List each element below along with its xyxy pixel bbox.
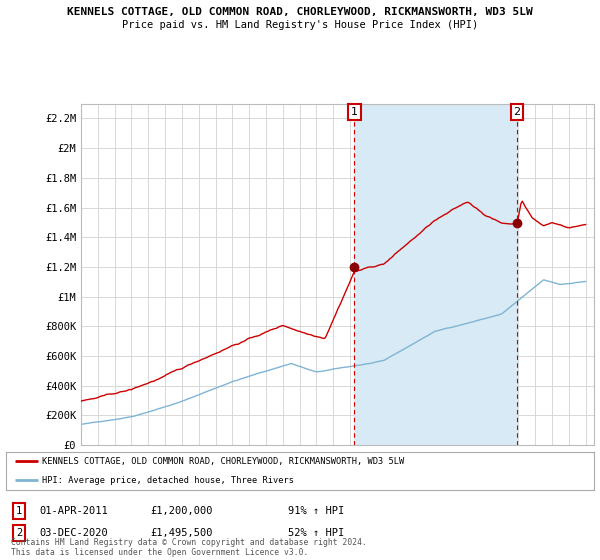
Text: 1: 1 [16,506,22,516]
Text: KENNELS COTTAGE, OLD COMMON ROAD, CHORLEYWOOD, RICKMANSWORTH, WD3 5LW: KENNELS COTTAGE, OLD COMMON ROAD, CHORLE… [43,457,405,466]
Text: HPI: Average price, detached house, Three Rivers: HPI: Average price, detached house, Thre… [43,476,295,485]
Text: 91% ↑ HPI: 91% ↑ HPI [288,506,344,516]
Text: 03-DEC-2020: 03-DEC-2020 [39,528,108,538]
Text: KENNELS COTTAGE, OLD COMMON ROAD, CHORLEYWOOD, RICKMANSWORTH, WD3 5LW: KENNELS COTTAGE, OLD COMMON ROAD, CHORLE… [67,7,533,17]
Text: £1,495,500: £1,495,500 [150,528,212,538]
Text: Contains HM Land Registry data © Crown copyright and database right 2024.
This d: Contains HM Land Registry data © Crown c… [11,538,367,557]
Text: £1,200,000: £1,200,000 [150,506,212,516]
Text: 52% ↑ HPI: 52% ↑ HPI [288,528,344,538]
Text: 01-APR-2011: 01-APR-2011 [39,506,108,516]
Bar [355,104,517,445]
Text: 1: 1 [351,107,358,117]
Text: Price paid vs. HM Land Registry's House Price Index (HPI): Price paid vs. HM Land Registry's House … [122,20,478,30]
Text: 2: 2 [16,528,22,538]
Text: 2: 2 [514,107,521,117]
